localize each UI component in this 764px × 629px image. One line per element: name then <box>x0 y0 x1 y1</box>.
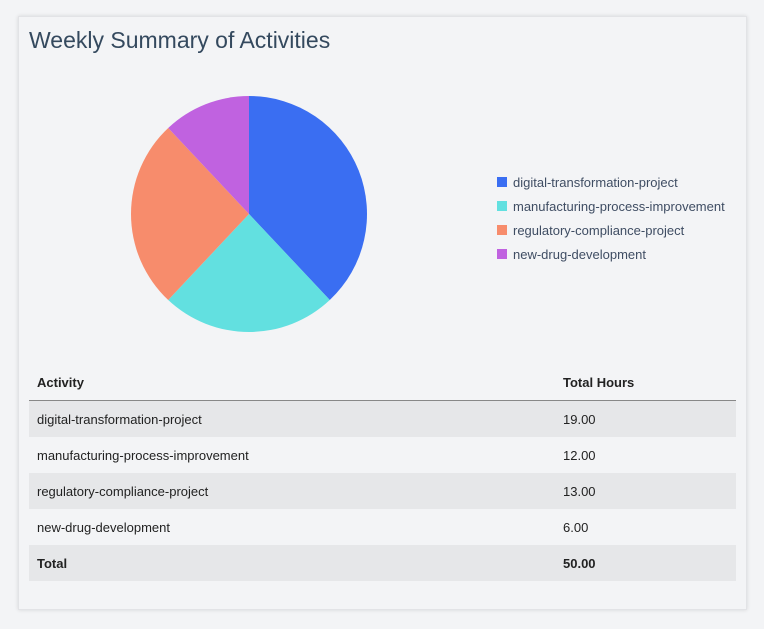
legend-item[interactable]: digital-transformation-project <box>497 170 725 194</box>
legend-item[interactable]: manufacturing-process-improvement <box>497 194 725 218</box>
legend-label: digital-transformation-project <box>513 174 678 190</box>
total-row: Total 50.00 <box>29 545 736 581</box>
pie-chart <box>131 96 367 332</box>
total-value: 50.00 <box>555 545 736 581</box>
activity-cell: new-drug-development <box>37 519 170 535</box>
activity-cell: manufacturing-process-improvement <box>37 447 249 463</box>
table-header: Activity Total Hours <box>29 364 736 401</box>
table-row: new-drug-development 6.00 <box>29 509 736 545</box>
legend-swatch <box>497 225 507 235</box>
legend-swatch <box>497 177 507 187</box>
table-row: regulatory-compliance-project 13.00 <box>29 473 736 509</box>
hours-cell: 19.00 <box>555 400 736 437</box>
legend-item[interactable]: regulatory-compliance-project <box>497 218 725 242</box>
pie-slice-new-drug-development[interactable] <box>168 96 249 214</box>
hours-cell: 13.00 <box>555 473 736 509</box>
legend-swatch <box>497 249 507 259</box>
legend-label: manufacturing-process-improvement <box>513 198 725 214</box>
hours-cell: 12.00 <box>563 447 596 463</box>
pie-slice-regulatory-compliance-project[interactable] <box>131 127 249 301</box>
summary-table: Activity Total Hours digital-transformat… <box>29 364 736 581</box>
header-total-hours: Total Hours <box>555 364 736 401</box>
total-label: Total <box>29 545 555 581</box>
table-row: manufacturing-process-improvement 12.00 <box>29 437 736 473</box>
legend-item[interactable]: new-drug-development <box>497 242 725 266</box>
summary-card: Weekly Summary of Activities digital-tra… <box>18 16 747 610</box>
legend-swatch <box>497 201 507 211</box>
legend-label: new-drug-development <box>513 246 646 262</box>
pie-slice-manufacturing-process-improvement[interactable] <box>168 214 330 332</box>
header-activity: Activity <box>29 364 555 401</box>
page-title: Weekly Summary of Activities <box>29 27 331 53</box>
activity-cell: regulatory-compliance-project <box>29 473 555 509</box>
table-row: digital-transformation-project 19.00 <box>29 400 736 437</box>
hours-cell: 6.00 <box>563 519 589 535</box>
legend-label: regulatory-compliance-project <box>513 222 685 238</box>
pie-slice-digital-transformation-project[interactable] <box>249 96 367 301</box>
legend: digital-transformation-project manufactu… <box>497 170 725 266</box>
activity-cell: digital-transformation-project <box>29 400 555 437</box>
